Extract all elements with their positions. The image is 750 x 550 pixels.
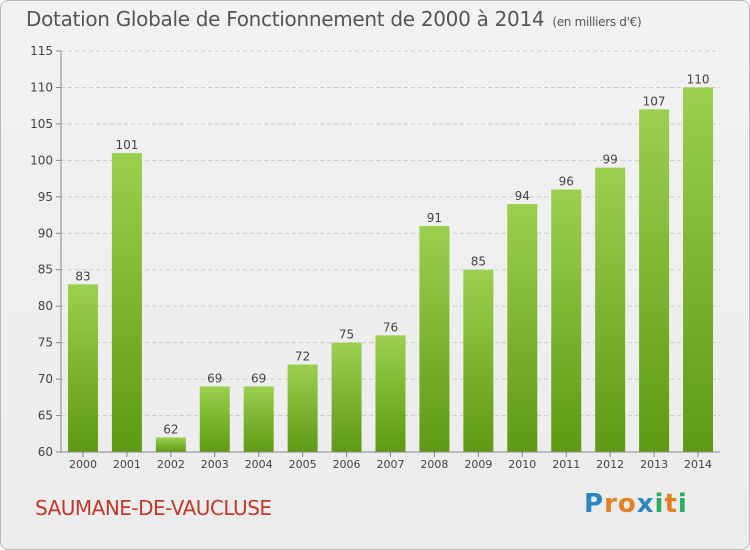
y-tick-label: 65 — [38, 409, 53, 423]
y-axis-ticks: 60 65 70 75 80 85 90 95 100 105 110 115 — [30, 44, 61, 459]
x-tick-label: 2006 — [333, 458, 361, 471]
bar-value-label: 69 — [251, 371, 266, 385]
bar — [595, 167, 626, 452]
y-tick-label: 80 — [38, 299, 53, 313]
bar — [111, 153, 142, 452]
x-tick-label: 2007 — [377, 458, 405, 471]
x-tick-label: 2001 — [113, 458, 141, 471]
chart-title: Dotation Globale de Fonctionnement de 20… — [26, 7, 642, 31]
bar-value-label: 91 — [427, 211, 442, 225]
bar-value-label: 75 — [339, 328, 354, 342]
logo-letter: P — [584, 489, 605, 519]
bar — [463, 269, 494, 452]
y-tick-label: 110 — [30, 80, 53, 94]
bar — [287, 364, 318, 452]
y-tick-label: 90 — [38, 226, 53, 240]
logo-letter: o — [617, 489, 637, 519]
bar — [419, 225, 450, 452]
x-tick-label: 2003 — [201, 458, 229, 471]
y-tick-label: 70 — [38, 372, 53, 386]
bar-value-label: 101 — [115, 138, 138, 152]
x-tick-label: 2002 — [157, 458, 185, 471]
bar-value-label: 107 — [643, 94, 666, 108]
y-tick-label: 85 — [38, 263, 53, 277]
x-tick-label: 2011 — [552, 458, 580, 471]
bar-value-label: 83 — [75, 269, 90, 283]
bar-value-label: 72 — [295, 350, 310, 364]
y-tick-label: 100 — [30, 153, 53, 167]
y-tick-label: 115 — [30, 44, 53, 58]
bar — [331, 342, 362, 452]
logo-letter: i — [654, 489, 665, 519]
y-tick-label: 105 — [30, 117, 53, 131]
bar — [243, 386, 274, 452]
chart-title-text: Dotation Globale de Fonctionnement de 20… — [26, 7, 545, 31]
x-tick-label: 2008 — [420, 458, 448, 471]
bar-value-label: 85 — [471, 255, 486, 269]
axes — [60, 51, 720, 453]
bar-value-label: 110 — [687, 72, 710, 86]
x-tick-label: 2013 — [640, 458, 668, 471]
bar — [199, 386, 230, 452]
x-tick-label: 2012 — [596, 458, 624, 471]
commune-name: SAUMANE-DE-VAUCLUSE — [35, 496, 272, 520]
bar — [507, 204, 538, 452]
x-tick-label: 2005 — [289, 458, 317, 471]
bar-value-label: 99 — [603, 153, 618, 167]
x-tick-label: 2009 — [464, 458, 492, 471]
logo-letter: i — [677, 489, 688, 519]
y-tick-label: 95 — [38, 190, 53, 204]
x-tick-label: 2010 — [508, 458, 536, 471]
y-tick-label: 75 — [38, 336, 53, 350]
x-tick-label: 2004 — [245, 458, 273, 471]
bar-value-label: 96 — [559, 175, 574, 189]
bars — [67, 87, 714, 453]
bar — [639, 109, 670, 452]
y-tick-label: 60 — [38, 445, 53, 459]
x-axis-ticks: 2000 2001 2002 2003 2004 2005 2006 2007 2008 2009… — [69, 452, 712, 471]
bar — [683, 87, 714, 453]
bar-value-label: 76 — [383, 320, 398, 334]
x-tick-label: 2014 — [684, 458, 712, 471]
bar-value-label: 69 — [207, 371, 222, 385]
bar-value-labels: 83 101 62 69 69 72 75 76 91 85 94 96 99 107 110 — [75, 72, 709, 436]
logo-letter: r — [604, 489, 618, 519]
bar-value-label: 94 — [515, 189, 530, 203]
bar-value-label: 62 — [163, 422, 178, 436]
bar — [155, 437, 186, 452]
bar — [67, 284, 98, 452]
logo-letter: x — [636, 489, 655, 519]
bar — [375, 335, 406, 452]
proxiti-logo: Proxiti — [584, 489, 688, 519]
unit-label: (en milliers d'€) — [552, 15, 642, 29]
logo-letter: t — [664, 489, 678, 519]
bar — [551, 189, 582, 452]
x-tick-label: 2000 — [69, 458, 97, 471]
